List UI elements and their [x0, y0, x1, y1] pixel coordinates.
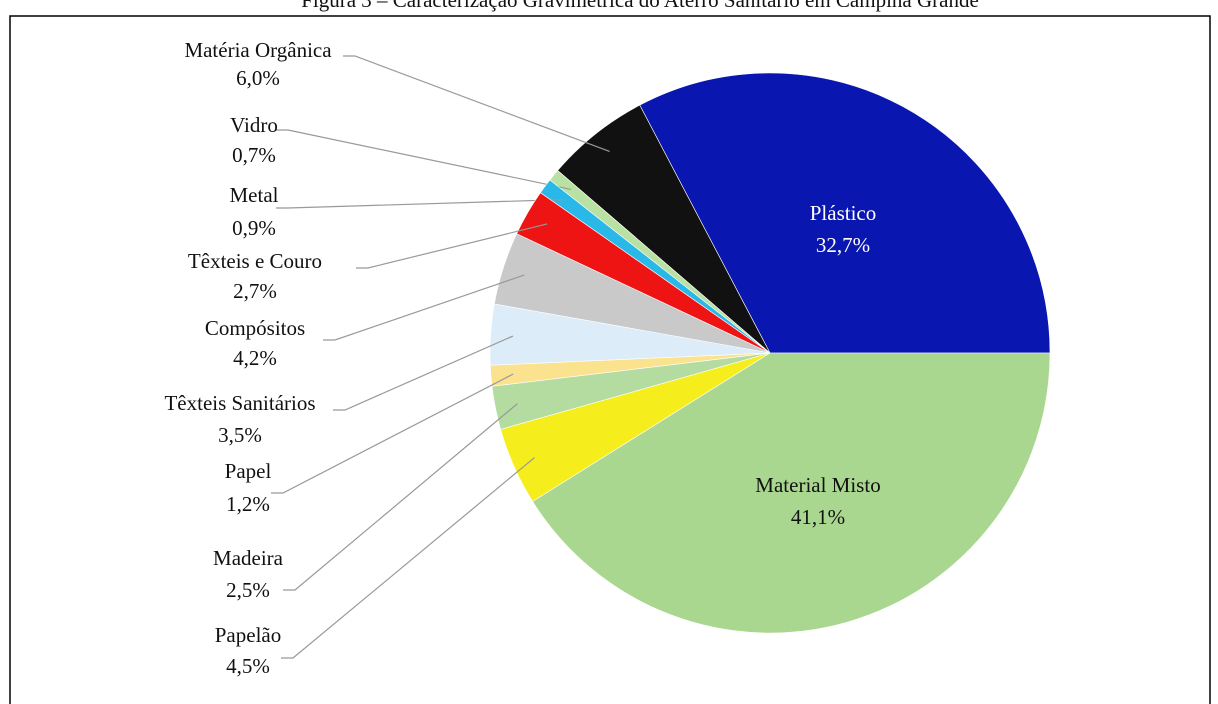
slice-label: Vidro [230, 113, 278, 137]
slice-value-label: 32,7% [816, 233, 870, 257]
leader-line [356, 223, 548, 269]
slice-label: Papel [225, 459, 272, 483]
slice-value-label: 41,1% [791, 505, 845, 529]
slice-value-label: 1,2% [226, 492, 270, 516]
leader-line [276, 129, 572, 191]
slice-label: Madeira [213, 546, 284, 570]
slice-value-label: 0,7% [232, 143, 276, 167]
slice-value-label: 3,5% [218, 423, 262, 447]
chart-frame [9, 15, 1211, 704]
leader-line [343, 55, 610, 153]
slice-label: Matéria Orgânica [184, 38, 332, 62]
slice-value-label: 4,5% [226, 654, 270, 678]
pie-slice [532, 352, 1051, 634]
slice-label: Metal [230, 183, 279, 207]
leader-line [333, 335, 514, 411]
slice-value-label: 2,7% [233, 279, 277, 303]
slice-label: Compósitos [205, 316, 305, 340]
slice-label: Têxteis e Couro [188, 249, 322, 273]
chart-title: Figura 3 – Caracterização Gravimétrica d… [301, 0, 979, 12]
pie-slice [639, 72, 1051, 354]
slice-label: Plástico [810, 201, 877, 225]
slice-label: Material Misto [755, 473, 880, 497]
leader-line [281, 457, 535, 659]
slice-value-label: 4,2% [233, 346, 277, 370]
leader-line [276, 199, 564, 209]
slice-label: Têxteis Sanitários [164, 391, 315, 415]
slice-value-label: 0,9% [232, 216, 276, 240]
leader-line [323, 274, 525, 341]
slice-value-label: 2,5% [226, 578, 270, 602]
slice-label: Papelão [215, 623, 281, 647]
leader-line [283, 403, 518, 591]
leader-line [271, 373, 514, 494]
slice-value-label: 6,0% [236, 66, 280, 90]
